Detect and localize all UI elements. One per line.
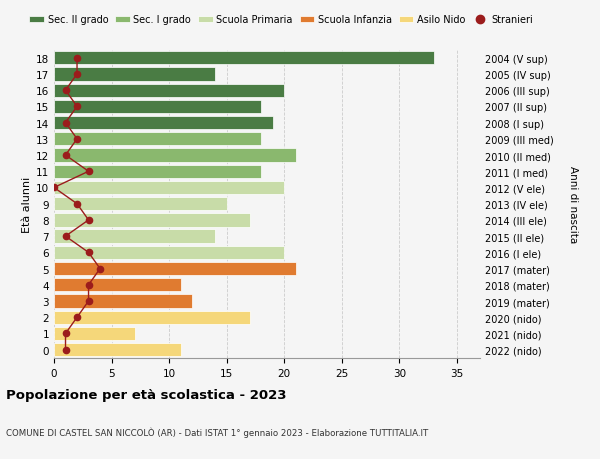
Bar	[54, 101, 261, 114]
Bar	[54, 133, 261, 146]
Bar	[54, 246, 284, 259]
Bar	[54, 52, 434, 65]
Bar	[54, 117, 273, 130]
Text: Popolazione per età scolastica - 2023: Popolazione per età scolastica - 2023	[6, 388, 287, 401]
Bar	[54, 165, 261, 179]
Bar	[54, 230, 215, 243]
Y-axis label: Età alunni: Età alunni	[22, 176, 32, 232]
Bar	[54, 343, 181, 357]
Bar	[54, 149, 296, 162]
Bar	[54, 181, 284, 195]
Y-axis label: Anni di nascita: Anni di nascita	[568, 166, 577, 243]
Legend: Sec. II grado, Sec. I grado, Scuola Primaria, Scuola Infanzia, Asilo Nido, Stran: Sec. II grado, Sec. I grado, Scuola Prim…	[29, 15, 533, 25]
Bar	[54, 68, 215, 81]
Bar	[54, 198, 227, 211]
Bar	[54, 263, 296, 276]
Bar	[54, 84, 284, 98]
Bar	[54, 311, 250, 324]
Bar	[54, 295, 192, 308]
Bar	[54, 327, 134, 341]
Text: COMUNE DI CASTEL SAN NICCOLÒ (AR) - Dati ISTAT 1° gennaio 2023 - Elaborazione TU: COMUNE DI CASTEL SAN NICCOLÒ (AR) - Dati…	[6, 427, 428, 437]
Bar	[54, 214, 250, 227]
Bar	[54, 279, 181, 292]
